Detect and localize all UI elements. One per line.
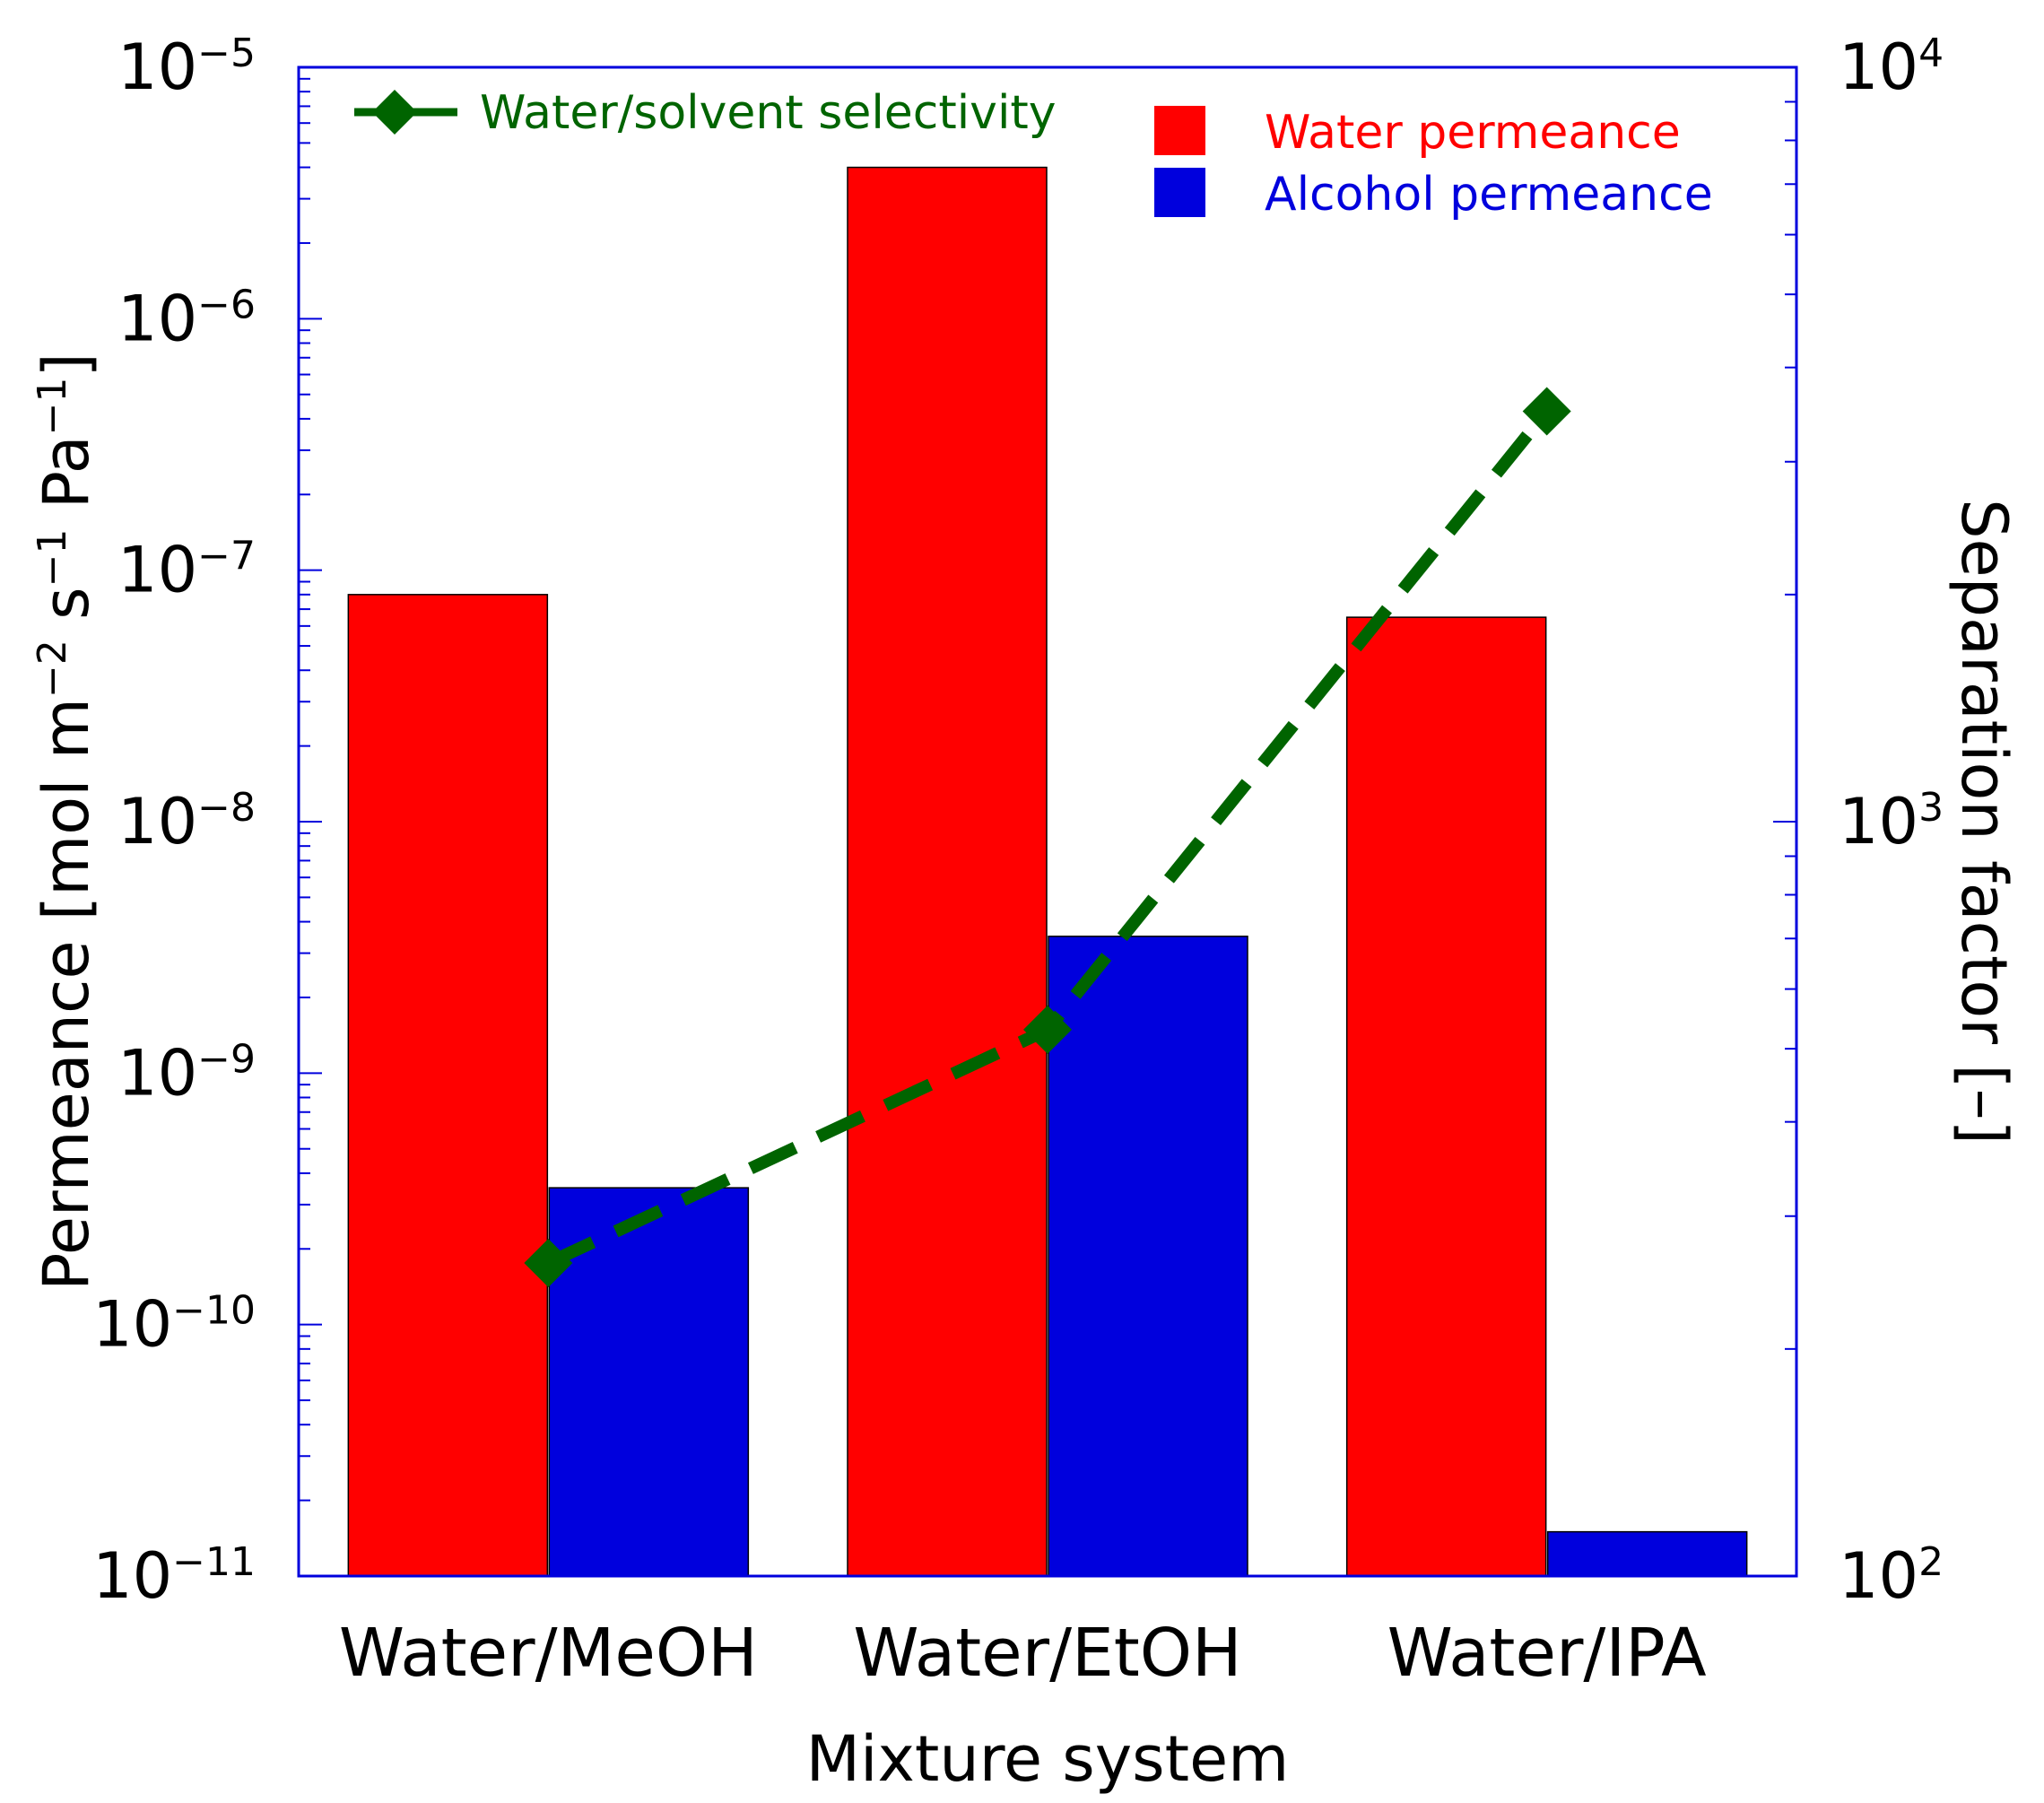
y-axis-title: Permeance [mol m−2 s−1 Pa−1] — [30, 353, 104, 1291]
y2-tick-label: 103 — [1839, 785, 1944, 859]
tick-label-layer: 10−5 10−6 10−7 10−8 10−9 10−10 10−11 104 103 102 W… — [92, 30, 1944, 1693]
legend-water-label: Water permeance — [1265, 106, 1681, 160]
legend-selectivity-diamond-icon — [372, 90, 417, 135]
y-tick-label: 10−5 — [117, 30, 256, 105]
selectivity-line-layer — [524, 387, 1571, 1288]
x-axis-title: Mixture system — [806, 1722, 1290, 1796]
alcohol-bar-2 — [1048, 936, 1248, 1577]
x-category-label-2: Water/EtOH — [853, 1615, 1241, 1692]
selectivity-point-3 — [1522, 387, 1571, 436]
x-category-label-3: Water/IPA — [1387, 1615, 1707, 1692]
y-tick-label: 10−7 — [117, 533, 256, 607]
y-tick-label: 10−9 — [117, 1036, 256, 1111]
y-tick-label: 10−10 — [92, 1287, 256, 1362]
y2-tick-label: 102 — [1839, 1539, 1944, 1614]
y2-axis-title: Separation factor [–] — [1947, 499, 2021, 1145]
water-bar-3 — [1345, 616, 1547, 1577]
tick-layer — [299, 66, 1796, 1577]
legend-selectivity-label: Water/solvent selectivity — [480, 86, 1057, 140]
y-tick-label: 10−11 — [92, 1539, 256, 1614]
bar-layer — [347, 166, 1748, 1577]
legend-selectivity: Water/solvent selectivity — [354, 86, 1057, 140]
legend-water-swatch — [1154, 106, 1205, 155]
x-category-label-1: Water/MeOH — [339, 1615, 758, 1692]
legend-permeance: Water permeance Alcohol permeance — [1154, 106, 1713, 222]
legend-alcohol-label: Alcohol permeance — [1265, 168, 1713, 222]
water-bar-1 — [347, 594, 549, 1577]
alcohol-bar-3 — [1546, 1530, 1748, 1577]
y2-tick-label: 104 — [1839, 30, 1944, 105]
legend-alcohol-swatch — [1154, 168, 1205, 217]
selectivity-point-2 — [1023, 1005, 1072, 1054]
selectivity-point-1 — [524, 1239, 573, 1288]
y-tick-label: 10−8 — [117, 785, 256, 859]
y-tick-label: 10−6 — [117, 282, 256, 356]
water-bar-2 — [847, 166, 1048, 1577]
